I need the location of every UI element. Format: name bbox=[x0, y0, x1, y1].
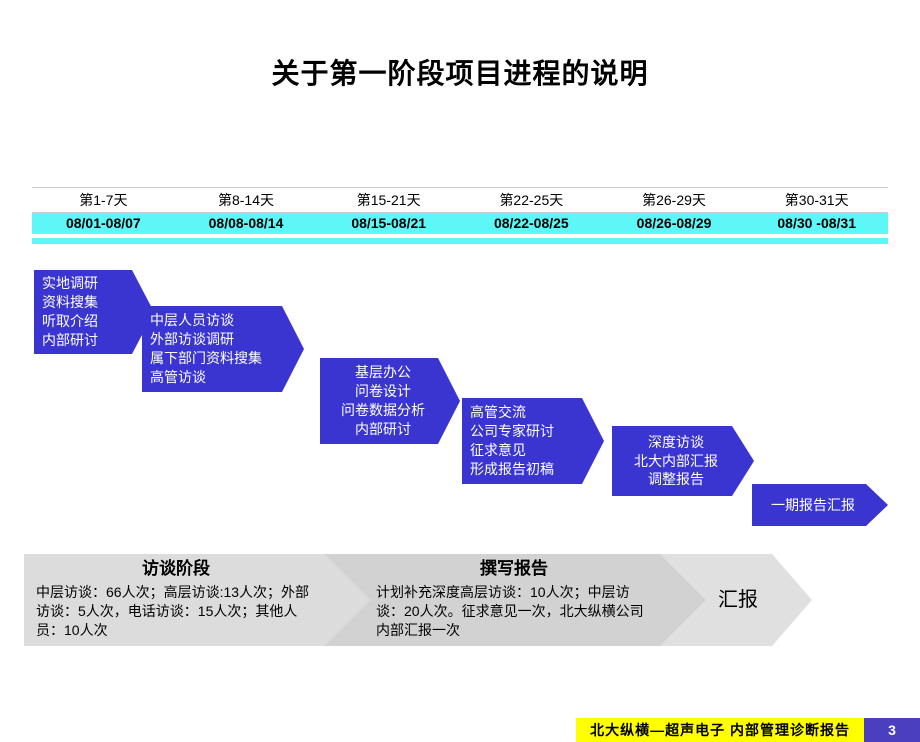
timeline-date-cell: 08/26-08/29 bbox=[603, 213, 746, 233]
timeline-day-cell: 第26-29天 bbox=[603, 188, 746, 212]
step-arrow: 高管交流公司专家研讨征求意见形成报告初稿 bbox=[462, 398, 604, 484]
summary-row: 访谈阶段中层访谈：66人次；高层访谈:13人次；外部访谈：5人次，电话访谈：15… bbox=[24, 554, 904, 644]
timeline-date-cell: 08/22-08/25 bbox=[460, 213, 603, 233]
footer-page-number: 3 bbox=[864, 718, 920, 742]
step-arrow-body: 中层人员访谈外部访谈调研属下部门资料搜集高管访谈 bbox=[142, 306, 282, 392]
page-title: 关于第一阶段项目进程的说明 bbox=[0, 52, 920, 92]
timeline-day-cell: 第1-7天 bbox=[32, 188, 175, 212]
summary-arrow: 访谈阶段中层访谈：66人次；高层访谈:13人次；外部访谈：5人次，电话访谈：15… bbox=[24, 554, 370, 646]
step-arrow-body: 实地调研资料搜集听取介绍内部研讨 bbox=[34, 270, 132, 354]
step-arrow-head bbox=[866, 484, 888, 526]
step-arrow-body: 高管交流公司专家研讨征求意见形成报告初稿 bbox=[462, 398, 582, 484]
timeline-day-cell: 第22-25天 bbox=[460, 188, 603, 212]
step-arrow-body: 基层办公问卷设计问卷数据分析内部研讨 bbox=[320, 358, 438, 444]
timeline-day-row: 第1-7天第8-14天第15-21天第22-25天第26-29天第30-31天 bbox=[32, 187, 888, 212]
step-arrow-head bbox=[732, 426, 754, 496]
step-arrow: 中层人员访谈外部访谈调研属下部门资料搜集高管访谈 bbox=[142, 306, 304, 392]
timeline-bar bbox=[32, 238, 888, 244]
step-arrow-head bbox=[582, 398, 604, 484]
timeline-day-cell: 第15-21天 bbox=[317, 188, 460, 212]
timeline-date-cell: 08/15-08/21 bbox=[317, 213, 460, 233]
timeline-day-cell: 第30-31天 bbox=[745, 188, 888, 212]
summary-body: 撰写报告计划补充深度高层访谈：10人次；中层访谈：20人次。征求意见一次，北大纵… bbox=[324, 554, 660, 646]
step-arrow-body: 深度访谈北大内部汇报调整报告 bbox=[612, 426, 732, 496]
timeline-date-cell: 08/01-08/07 bbox=[32, 213, 175, 233]
footer: 北大纵横—超声电子 内部管理诊断报告 3 bbox=[576, 718, 920, 742]
summary-arrow: 汇报 bbox=[660, 554, 812, 646]
summary-arrow: 撰写报告计划补充深度高层访谈：10人次；中层访谈：20人次。征求意见一次，北大纵… bbox=[324, 554, 706, 646]
step-arrow: 深度访谈北大内部汇报调整报告 bbox=[612, 426, 754, 496]
step-arrow: 基层办公问卷设计问卷数据分析内部研讨 bbox=[320, 358, 460, 444]
timeline-table: 第1-7天第8-14天第15-21天第22-25天第26-29天第30-31天 … bbox=[32, 187, 888, 244]
footer-label: 北大纵横—超声电子 内部管理诊断报告 bbox=[576, 718, 864, 742]
step-arrow-head bbox=[282, 306, 304, 392]
timeline-day-cell: 第8-14天 bbox=[175, 188, 318, 212]
summary-body: 汇报 bbox=[660, 554, 772, 646]
summary-arrow-head bbox=[772, 554, 812, 646]
summary-body: 访谈阶段中层访谈：66人次；高层访谈:13人次；外部访谈：5人次，电话访谈：15… bbox=[24, 554, 324, 646]
timeline-date-cell: 08/30 -08/31 bbox=[745, 213, 888, 233]
timeline-date-cell: 08/08-08/14 bbox=[175, 213, 318, 233]
step-arrow-head bbox=[438, 358, 460, 444]
step-arrow-body: 一期报告汇报 bbox=[752, 484, 866, 526]
steps-container: 实地调研资料搜集听取介绍内部研讨中层人员访谈外部访谈调研属下部门资料搜集高管访谈… bbox=[24, 270, 904, 530]
step-arrow: 实地调研资料搜集听取介绍内部研讨 bbox=[34, 270, 154, 354]
timeline-date-row: 08/01-08/0708/08-08/1408/15-08/2108/22-0… bbox=[32, 212, 888, 234]
step-arrow: 一期报告汇报 bbox=[752, 484, 888, 526]
